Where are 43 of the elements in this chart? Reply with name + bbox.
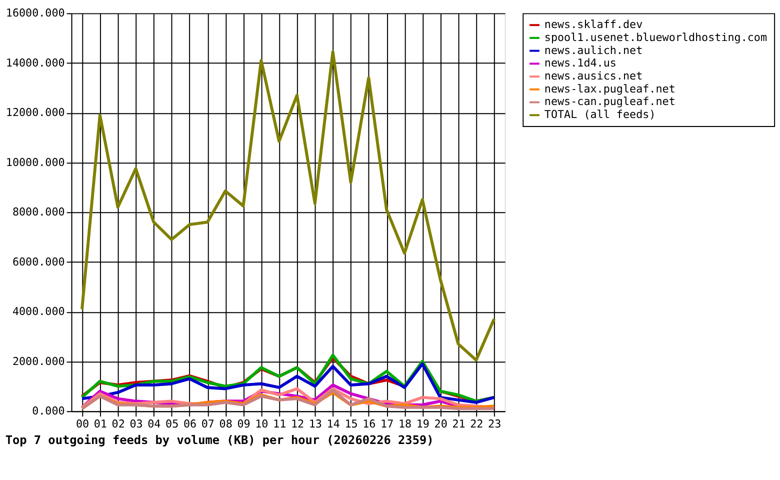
legend-label: news.sklaff.dev (544, 18, 644, 32)
x-tick-label: 00 (76, 417, 90, 430)
x-tick-label: 23 (488, 417, 502, 430)
legend-label: news-lax.pugleaf.net (544, 82, 676, 96)
y-tick-label: 6000.000 (12, 255, 65, 268)
x-tick-label: 03 (130, 417, 143, 430)
legend-label: news.1d4.us (544, 56, 616, 70)
legend-label: news.ausics.net (544, 70, 643, 83)
y-tick-label: 2000.000 (12, 354, 65, 368)
x-tick-label: 20 (434, 417, 448, 430)
x-tick-label: 10 (255, 417, 268, 430)
x-tick-label: 04 (148, 417, 162, 430)
x-tick-label: 16 (362, 417, 376, 430)
legend-label: spool1.usenet.blueworldhosting.com (544, 30, 768, 44)
y-tick-label: 4000.000 (12, 305, 65, 318)
x-tick-label: 12 (290, 417, 304, 430)
y-tick-label: 10000.000 (6, 156, 65, 169)
line-series (80, 50, 496, 362)
legend-label: news.aulich.net (544, 44, 643, 57)
x-tick-label: 17 (380, 417, 394, 430)
y-tick-label: 8000.000 (12, 206, 65, 219)
x-tick-label: 02 (112, 417, 125, 430)
x-tick-label: 15 (344, 417, 358, 430)
y-tick-label: 16000.000 (6, 6, 65, 20)
x-tick-label: 07 (201, 417, 214, 430)
y-tick-label: 12000.000 (6, 106, 65, 120)
x-tick-label: 08 (219, 417, 232, 430)
y-tick-label: 14000.000 (6, 56, 65, 70)
x-tick-label: 14 (326, 417, 340, 430)
x-tick-label: 19 (416, 417, 430, 430)
x-tick-label: 21 (452, 417, 466, 430)
legend-label: news-can.pugleaf.net (544, 95, 676, 108)
y-tick-label: 0.000 (32, 404, 65, 418)
x-tick-label: 09 (237, 417, 250, 430)
x-tick-label: 18 (398, 417, 412, 430)
x-tick-label: 06 (183, 417, 197, 430)
x-tick-label: 01 (94, 417, 107, 430)
x-tick-label: 11 (273, 417, 286, 430)
text: Top 7 outgoing feeds by volume (KB) per hour (20260226 2359) (5, 432, 434, 447)
x-tick-label: 13 (308, 417, 322, 430)
x-tick-label: 05 (166, 417, 179, 430)
x-tick-label: 22 (470, 417, 484, 430)
legend-label: TOTAL (all feeds) (544, 108, 656, 122)
